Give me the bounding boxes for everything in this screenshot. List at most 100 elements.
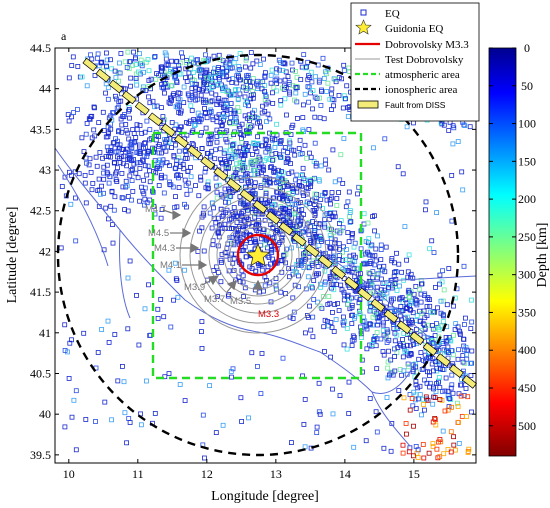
eq-marker <box>125 130 131 136</box>
eq-marker <box>284 112 289 118</box>
eq-marker <box>259 86 265 92</box>
eq-marker <box>103 205 109 211</box>
eq-marker <box>337 393 343 399</box>
eq-marker <box>349 302 355 308</box>
eq-marker <box>412 397 418 403</box>
eq-marker <box>237 77 243 83</box>
eq-marker <box>262 242 268 248</box>
eq-marker <box>341 342 347 348</box>
eq-marker <box>240 247 246 253</box>
eq-marker <box>417 392 423 398</box>
eq-marker <box>207 210 213 216</box>
eq-marker <box>345 302 351 307</box>
eq-marker <box>249 350 255 356</box>
eq-marker <box>278 289 284 295</box>
eq-marker <box>235 232 241 237</box>
eq-marker <box>216 75 222 81</box>
eq-marker <box>237 160 243 166</box>
eq-marker <box>328 320 334 325</box>
eq-marker <box>327 197 333 202</box>
eq-marker <box>59 184 65 189</box>
eq-marker <box>201 212 207 218</box>
eq-marker <box>427 246 433 252</box>
eq-marker <box>199 319 205 325</box>
eq-marker <box>254 149 260 155</box>
y-tick-label: 40.5 <box>30 366 51 380</box>
eq-marker <box>367 243 373 249</box>
eq-marker <box>302 142 308 148</box>
eq-marker <box>251 140 256 146</box>
x-tick-labels: 10 11 12 13 14 15 <box>63 467 420 481</box>
eq-marker <box>112 194 118 200</box>
eq-marker <box>446 266 452 271</box>
eq-marker <box>129 197 134 203</box>
eq-marker <box>219 122 225 128</box>
eq-marker <box>400 336 406 342</box>
eq-marker <box>295 200 301 206</box>
eq-marker <box>422 207 428 213</box>
eq-marker <box>310 314 316 320</box>
eq-marker <box>173 194 178 200</box>
eq-marker <box>255 134 261 140</box>
eq-marker <box>322 190 328 195</box>
eq-marker <box>220 58 226 64</box>
eq-marker <box>283 160 289 165</box>
y-tick-label: 42 <box>39 244 51 258</box>
eq-marker <box>249 123 255 129</box>
eq-marker <box>135 175 141 181</box>
eq-marker <box>340 244 346 250</box>
eq-marker <box>238 395 244 401</box>
eq-marker <box>392 338 398 344</box>
eq-marker <box>222 199 228 205</box>
eq-marker <box>343 204 349 210</box>
eq-marker <box>197 73 203 79</box>
eq-marker <box>142 196 148 202</box>
eq-marker <box>220 65 225 71</box>
eq-marker <box>92 73 98 78</box>
eq-marker <box>310 207 316 213</box>
colorbar-tick-label: 0 <box>524 41 530 55</box>
eq-marker <box>454 400 460 406</box>
eq-marker <box>421 334 427 340</box>
eq-marker <box>244 171 250 176</box>
eq-marker <box>159 84 165 90</box>
eq-marker <box>306 99 312 105</box>
eq-marker <box>76 171 82 177</box>
eq-marker <box>338 282 344 288</box>
fault-segment <box>82 57 98 72</box>
eq-marker <box>415 385 421 391</box>
eq-marker <box>161 90 167 96</box>
eq-marker <box>115 154 120 160</box>
eq-marker <box>196 67 202 73</box>
eq-marker <box>280 68 286 73</box>
legend-atmospheric-label: atmospheric area <box>385 69 460 81</box>
eq-marker <box>294 269 300 275</box>
eq-marker <box>368 306 374 312</box>
eq-marker <box>239 166 245 172</box>
eq-marker <box>134 160 140 166</box>
eq-marker <box>409 396 415 402</box>
eq-marker <box>290 295 296 301</box>
eq-marker <box>258 124 263 130</box>
eq-marker <box>322 281 328 287</box>
eq-marker <box>182 398 188 404</box>
eq-marker <box>364 326 370 332</box>
eq-marker <box>125 326 131 332</box>
eq-marker <box>158 150 164 156</box>
eq-marker <box>106 180 112 186</box>
eq-marker <box>302 91 308 97</box>
eq-marker <box>423 394 429 400</box>
eq-marker <box>159 68 165 74</box>
eq-marker <box>312 202 318 208</box>
eq-marker <box>219 225 225 231</box>
eq-marker <box>374 329 380 335</box>
eq-marker <box>355 191 361 197</box>
eq-marker <box>309 285 315 291</box>
eq-marker <box>75 107 80 112</box>
eq-marker <box>160 157 166 163</box>
eq-marker <box>105 129 111 135</box>
eq-marker <box>187 118 193 124</box>
eq-marker <box>430 368 436 374</box>
eq-marker <box>191 142 196 148</box>
eq-marker <box>104 50 109 56</box>
